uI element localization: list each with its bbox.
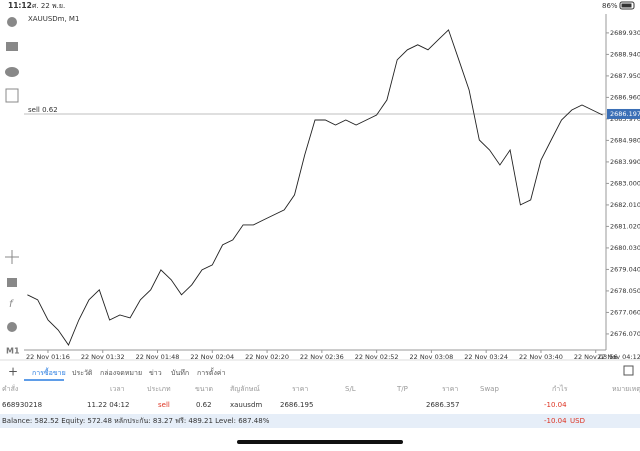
tab[interactable]: ข่าว bbox=[149, 369, 162, 377]
x-tick-label: 22 Nov 01:48 bbox=[136, 353, 180, 361]
left-toolbar: f bbox=[5, 17, 19, 332]
y-tick-label: 2680.030 bbox=[610, 244, 640, 252]
x-tick-label: 22 Nov 01:32 bbox=[81, 353, 125, 361]
tab[interactable]: การตั้งค่า bbox=[197, 366, 226, 377]
table-header: หมายเหตุ bbox=[612, 385, 640, 393]
layout-button[interactable] bbox=[623, 365, 634, 376]
table-header: กำไร bbox=[552, 384, 568, 393]
table-cell: -10.04 bbox=[544, 401, 567, 409]
y-tick-label: 2687.950 bbox=[610, 72, 640, 80]
y-tick-label: 2689.930 bbox=[610, 29, 640, 37]
y-tick-label: 2684.980 bbox=[610, 136, 640, 144]
crosshair-icon[interactable] bbox=[5, 250, 19, 264]
account-icon[interactable] bbox=[7, 17, 17, 27]
x-tick-label: 22 Nov 02:20 bbox=[245, 353, 289, 361]
home-indicator bbox=[237, 440, 403, 444]
table-cell: 11.22 04:12 bbox=[87, 401, 129, 409]
summary-currency: USD bbox=[570, 417, 585, 425]
price-line bbox=[27, 29, 603, 346]
table-header: T/P bbox=[396, 385, 408, 393]
y-tick-label: 2681.020 bbox=[610, 222, 640, 230]
battery-icon bbox=[619, 1, 635, 10]
last-price-label: 2686.197 bbox=[610, 110, 640, 118]
y-tick-label: 2683.000 bbox=[610, 179, 640, 187]
y-tick-label: 2688.940 bbox=[610, 50, 640, 58]
y-tick-label: 2683.990 bbox=[610, 158, 640, 166]
timeframe[interactable]: M1 bbox=[6, 347, 20, 356]
table-header: สัญลักษณ์ bbox=[230, 385, 260, 393]
table-cell: 2686.195 bbox=[280, 401, 313, 409]
table-header: ประเภท bbox=[147, 385, 171, 393]
chat-icon[interactable] bbox=[5, 67, 19, 77]
add-button[interactable]: + bbox=[8, 365, 18, 379]
table-cell: 2686.357 bbox=[426, 401, 459, 409]
y-tick-label: 2682.010 bbox=[610, 201, 640, 209]
summary-profit: -10.04 bbox=[544, 417, 567, 425]
summary-text: Balance: 582.52 Equity: 572.48 หลักประกั… bbox=[2, 417, 270, 425]
trade-icon[interactable] bbox=[6, 42, 18, 51]
clock: 11:12 bbox=[8, 1, 32, 10]
y-tick-label: 2679.040 bbox=[610, 265, 640, 273]
y-tick-label: 2686.960 bbox=[610, 93, 640, 101]
chart-title: XAUUSDm, M1 bbox=[28, 15, 79, 23]
tab[interactable]: ประวัติ bbox=[72, 369, 93, 377]
battery-text: 86% bbox=[602, 2, 618, 10]
summary-bar bbox=[0, 414, 640, 428]
y-tick-label: 2678.050 bbox=[610, 287, 640, 295]
x-tick-label: 22 Nov 01:16 bbox=[26, 353, 70, 361]
x-tick-label: 22 Nov 02:36 bbox=[300, 353, 344, 361]
table-header: Swap bbox=[480, 385, 499, 393]
last-price-tag bbox=[607, 108, 640, 119]
order-line-label: sell 0.62 bbox=[28, 106, 58, 114]
indicator-icon[interactable] bbox=[7, 278, 17, 287]
y-tick-label: 2677.060 bbox=[610, 308, 640, 316]
table-header: S/L bbox=[345, 385, 356, 393]
battery-level bbox=[621, 3, 632, 8]
objects-icon[interactable] bbox=[7, 322, 17, 332]
table-cell: sell bbox=[158, 401, 170, 409]
y-tick-label: 2676.070 bbox=[610, 330, 640, 338]
table-header: คำสั่ง bbox=[2, 384, 18, 393]
tab[interactable]: บันทึก bbox=[171, 368, 189, 377]
table-header: ราคา bbox=[292, 385, 308, 393]
new-chart-icon[interactable] bbox=[5, 88, 19, 103]
table-header: ราคา bbox=[442, 385, 458, 393]
tab[interactable]: กล่องจดหมาย bbox=[100, 369, 142, 377]
x-tick-label: 22 Nov 03:40 bbox=[519, 353, 563, 361]
x-tick-label: 22 Nov 04:12 bbox=[597, 353, 640, 361]
table-header: เวลา bbox=[110, 385, 125, 393]
function-icon[interactable]: f bbox=[9, 299, 14, 310]
date: ศ. 22 พ.ย. bbox=[32, 2, 65, 10]
x-tick-label: 22 Nov 02:04 bbox=[190, 353, 234, 361]
table-cell: 0.62 bbox=[196, 401, 212, 409]
tab[interactable]: การซื้อขาย bbox=[32, 366, 66, 377]
x-tick-label: 22 Nov 02:52 bbox=[355, 353, 399, 361]
x-tick-label: 22 Nov 03:08 bbox=[409, 353, 453, 361]
table-cell: 668930218 bbox=[2, 401, 42, 409]
x-tick-label: 22 Nov 03:24 bbox=[464, 353, 508, 361]
x-tick-label: 22 Nov 03:56 bbox=[574, 353, 618, 361]
table-cell: xauusdm bbox=[230, 401, 262, 409]
table-header: ขนาด bbox=[195, 385, 213, 393]
